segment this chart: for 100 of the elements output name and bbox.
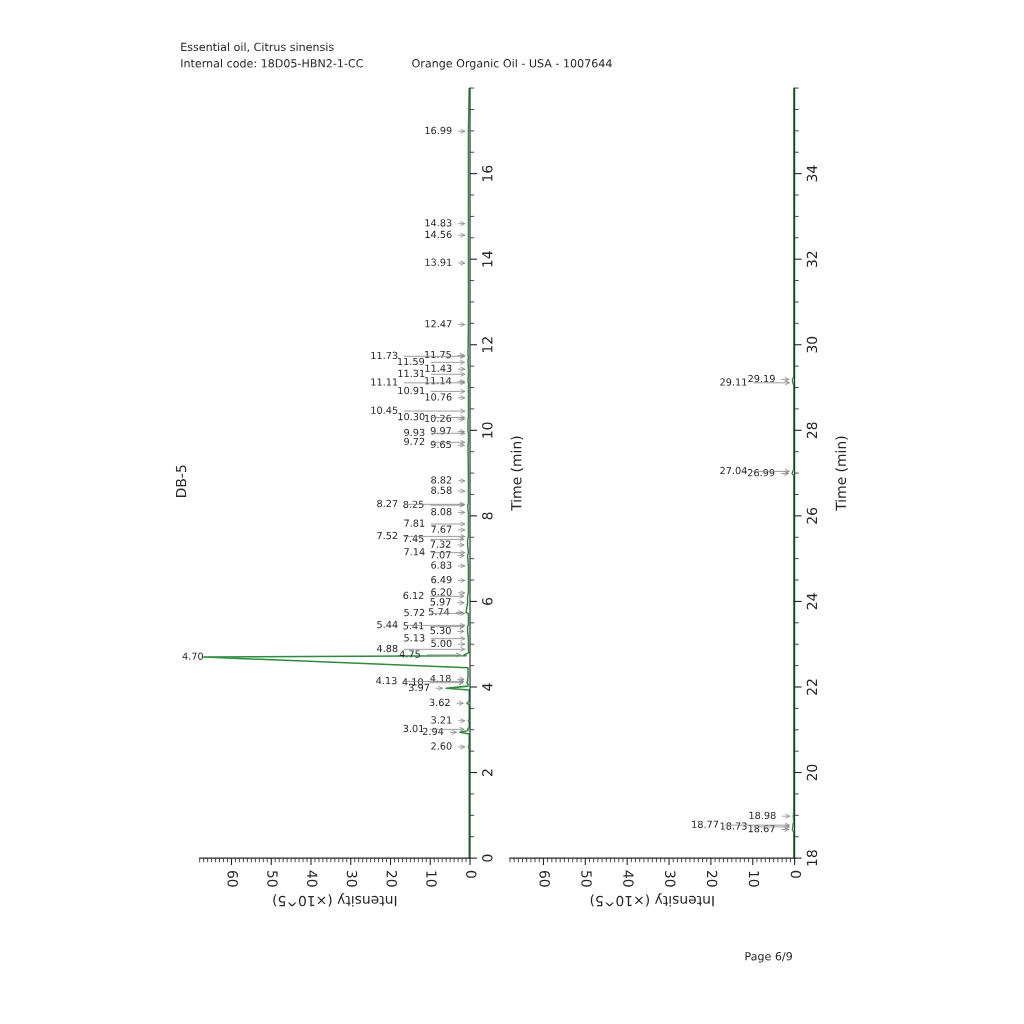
x-axis-title: Intensity (×10^5) — [590, 893, 714, 907]
annotation: 29.11 — [720, 378, 747, 386]
annotation: 7.52 — [377, 531, 398, 540]
x-tick-label: 60 — [227, 870, 238, 887]
x-tick-label: 30 — [346, 870, 358, 887]
annotation: 8.25 — [403, 500, 424, 508]
annotation: 6.83 — [431, 561, 452, 569]
annotation: 29.19 — [748, 374, 775, 383]
annotation: 4.88 — [376, 644, 398, 653]
annotation: 9.65 — [430, 440, 451, 449]
y-tick-label: 12 — [482, 337, 493, 353]
annotation: 5.72 — [404, 608, 425, 617]
annotation: 6.49 — [431, 575, 452, 584]
x-tick-label: 20 — [386, 870, 397, 887]
text: Orange Organic Oil - USA - 1007644 — [412, 58, 612, 70]
x-tick-label: 50 — [581, 870, 592, 887]
y-tick-label: 18 — [806, 850, 818, 866]
y-tick-label: 34 — [806, 165, 818, 182]
annotation: 4.13 — [376, 676, 397, 685]
annotation: 2.94 — [422, 727, 444, 736]
x-tick-label: 0 — [465, 870, 477, 878]
annotation: 18.73 — [720, 822, 747, 830]
annotation: 10.26 — [425, 414, 452, 423]
annotation: 5.97 — [430, 598, 451, 606]
annotation: 10.91 — [398, 386, 425, 395]
x-tick-label: 40 — [306, 870, 318, 887]
annotation: 10.30 — [398, 412, 425, 421]
text: DB-5 — [175, 465, 187, 497]
annotation: 11.31 — [398, 369, 425, 378]
annotation: 11.59 — [398, 357, 425, 366]
annotation: 7.14 — [404, 548, 425, 556]
annotation: 7.32 — [430, 540, 451, 548]
annotation: 3.21 — [431, 716, 452, 724]
y-axis-title: Time (min) — [510, 436, 524, 511]
y-tick-label: 24 — [806, 593, 817, 610]
x-tick-label: 10 — [748, 871, 760, 887]
y-tick-label: 28 — [806, 422, 818, 439]
annotation: 6.20 — [431, 588, 452, 596]
annotation: 16.99 — [425, 126, 452, 135]
annotation: 4.18 — [430, 674, 451, 683]
x-tick-label: 40 — [623, 870, 634, 887]
text: Internal code: 18D05-HBN2-1-CC — [181, 58, 363, 68]
y-tick-label: 22 — [806, 679, 817, 695]
annotation: 5.74 — [428, 608, 450, 616]
chart-title: Essential oil, Citrus sinensis — [181, 42, 334, 53]
annotation: 27.04 — [720, 466, 747, 475]
annotation: 6.12 — [403, 591, 424, 600]
annotation: 11.73 — [371, 351, 398, 360]
annotation: 11.43 — [425, 364, 452, 372]
x-tick-label: 60 — [539, 870, 550, 887]
annotation: 7.45 — [403, 534, 424, 543]
y-tick-label: 14 — [482, 251, 493, 267]
annotation: 8.27 — [377, 499, 398, 508]
annotation: 11.14 — [425, 377, 452, 385]
y-tick-label: 26 — [806, 507, 818, 524]
y-tick-label: 0 — [482, 854, 493, 862]
x-tick-label: 20 — [706, 870, 718, 887]
y-tick-label: 6 — [482, 597, 493, 605]
annotation: 10.76 — [425, 393, 452, 401]
annotation: 14.56 — [425, 230, 452, 239]
y-tick-label: 4 — [482, 683, 493, 691]
annotation: 5.30 — [430, 626, 451, 635]
y-tick-label: 8 — [482, 512, 493, 520]
annotation: 2.60 — [431, 742, 452, 750]
annotation: 8.82 — [431, 476, 452, 484]
annotation: 3.01 — [403, 724, 424, 733]
y-tick-label: 30 — [806, 336, 818, 353]
x-tick-label: 50 — [267, 870, 278, 887]
x-tick-label: 0 — [790, 870, 802, 878]
x-tick-label: 10 — [426, 871, 437, 887]
annotation: 7.67 — [431, 525, 452, 533]
y-tick-label: 10 — [482, 422, 493, 438]
annotation: 18.77 — [692, 820, 719, 828]
annotation: 13.91 — [425, 258, 452, 266]
annotation: 9.97 — [430, 427, 451, 435]
y-axis-title: Time (min) — [835, 436, 848, 511]
annotation: 7.81 — [404, 519, 425, 527]
annotation: 3.62 — [429, 698, 450, 707]
annotation: 9.72 — [404, 437, 425, 446]
annotation: 11.11 — [371, 378, 398, 386]
annotation: 12.47 — [425, 320, 452, 328]
annotation: 26.99 — [747, 468, 775, 477]
annotation: 10.45 — [371, 406, 398, 414]
annotation: 14.83 — [425, 219, 452, 227]
y-tick-label: 16 — [482, 165, 493, 181]
annotation: 8.08 — [431, 507, 452, 516]
annotation: 9.93 — [404, 428, 425, 437]
y-tick-label: 32 — [806, 251, 818, 267]
y-tick-label: 20 — [806, 764, 818, 781]
annotation: 5.44 — [377, 620, 398, 629]
annotation: 5.41 — [403, 622, 424, 630]
annotation: 18.67 — [748, 824, 775, 833]
text: Page 6/9 — [745, 952, 792, 963]
x-axis-title: Intensity (×10^5) — [273, 893, 397, 907]
annotation: 7.07 — [430, 551, 451, 559]
annotation: 8.58 — [431, 486, 452, 494]
annotation: 5.00 — [431, 639, 452, 648]
annotation: 4.70 — [182, 652, 204, 660]
annotation: 18.98 — [749, 811, 776, 820]
y-tick-label: 2 — [482, 769, 493, 776]
